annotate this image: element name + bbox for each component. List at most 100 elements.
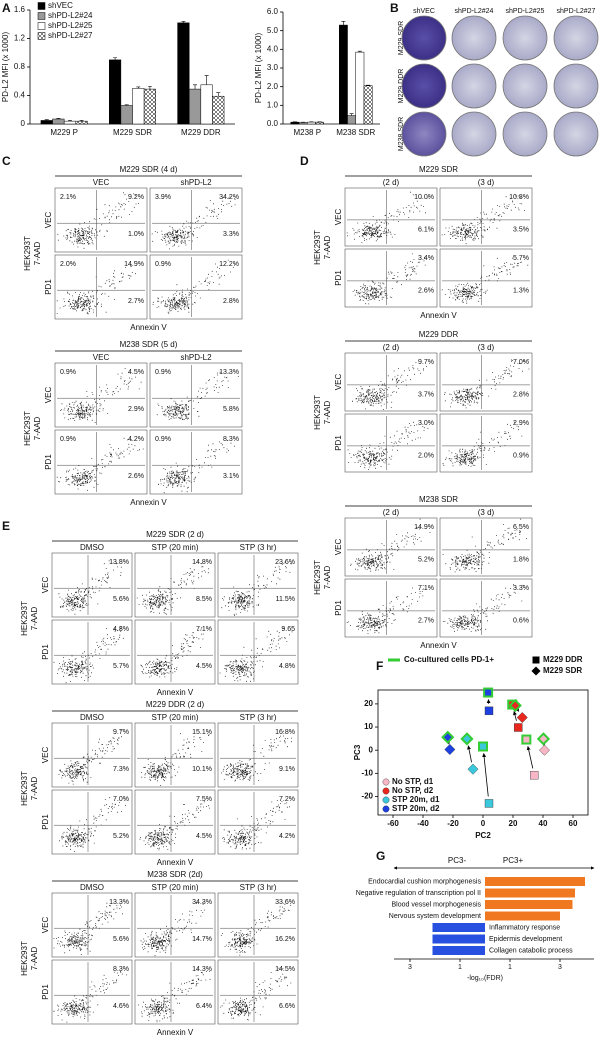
column-header: VEC: [93, 353, 110, 362]
bar: [298, 122, 308, 125]
row-label: VEC: [334, 374, 343, 391]
bar: [200, 84, 213, 125]
percent-label: 2.7%: [128, 298, 144, 305]
percent-label: 7.1%: [418, 585, 434, 592]
flow-events: [158, 440, 235, 494]
legend-dot: [382, 778, 390, 786]
y-tick-label: 1.0: [267, 100, 279, 109]
cell-line-label: HEK293T: [20, 771, 29, 806]
percent-label: 2.6%: [418, 288, 434, 295]
quadrant-gate: [347, 190, 435, 244]
quadrant-gate: [347, 416, 435, 470]
quadrant-gate: [57, 432, 145, 492]
percent-label: 5.8%: [223, 406, 239, 413]
flow-events: [151, 196, 236, 250]
percent-label: 4.5%: [128, 369, 144, 376]
y-tick-label: 0.0: [267, 119, 279, 128]
legend-swatch: [37, 12, 46, 20]
percent-label: 0.9%: [155, 261, 171, 268]
flow-events: [352, 253, 426, 305]
flow-plot: [439, 187, 533, 247]
flow-plot: [134, 722, 216, 788]
column-header: (3 d): [478, 343, 495, 352]
column-header: STP (3 hr): [240, 543, 277, 552]
percent-label: 34.3%: [192, 899, 212, 906]
plate: [502, 15, 548, 61]
error-bar: [193, 84, 198, 90]
legend-label: STP 20m, d2: [392, 804, 440, 813]
column-header: shPD-L2#27: [557, 8, 596, 15]
percent-label: 14.8%: [192, 559, 212, 566]
x-tick-label: 3: [408, 964, 412, 971]
error-bar: [44, 119, 49, 121]
legend-dot: [382, 787, 390, 795]
y-axis-label: 7-AAD: [323, 235, 332, 259]
block-title: M238 SDR (5 d): [120, 340, 178, 349]
panel-letter: C: [2, 154, 11, 168]
percent-label: 3.0%: [418, 420, 434, 427]
quadrant-gate: [220, 725, 296, 785]
error-bar: [366, 84, 371, 86]
point: [478, 741, 488, 752]
legend-swatch: [37, 32, 46, 40]
panel-letter: B: [390, 1, 399, 15]
bar: [485, 911, 560, 921]
category-label: Collagen catabolic process: [489, 947, 573, 954]
bar: [109, 59, 122, 125]
block-title: M238 SDR: [419, 495, 458, 504]
y-tick-label: 10: [364, 722, 373, 731]
plate: [553, 111, 599, 157]
arrow: [467, 745, 472, 763]
flow-plot: [51, 959, 133, 1025]
cell-line-label: HEK293T: [313, 395, 322, 430]
x-axis-label: Annexin V: [420, 311, 457, 320]
block-title: M229 SDR (2 d): [146, 530, 204, 539]
row-label: VEC: [334, 539, 343, 556]
y-axis-label: 7-AAD: [30, 606, 39, 630]
bar: [132, 88, 145, 125]
category-label: Epidermis development: [489, 936, 562, 943]
row-label: VEC: [41, 747, 50, 764]
percent-label: 9.65: [281, 626, 295, 633]
percent-label: 8.5%: [196, 596, 212, 603]
bar: [212, 95, 225, 125]
percent-label: 0.6%: [513, 618, 529, 625]
point: [484, 799, 494, 808]
percent-label: 10.0%: [414, 194, 434, 201]
percent-label: 1.8%: [513, 557, 529, 564]
row-label: PD1: [41, 644, 50, 660]
percent-label: 2.6%: [128, 473, 144, 480]
legend-label: Co-cultured cells PD-1+: [404, 655, 494, 664]
column-header: (2 d): [383, 508, 400, 517]
percent-label: 10.8%: [509, 194, 529, 201]
flow-events: [60, 368, 142, 423]
quadrant-gate: [137, 895, 213, 955]
y-axis-label: 7-AAD: [30, 776, 39, 800]
percent-label: 9.7%: [418, 359, 434, 366]
flow-events: [58, 559, 122, 615]
arrow: [482, 753, 489, 797]
bar: [120, 105, 133, 125]
percent-label: 3.7%: [418, 392, 434, 399]
x-tick-label: M229 SDR: [113, 128, 152, 137]
percent-label: 7.5%: [196, 796, 212, 803]
category-label: Negative regulation of transcription pol…: [356, 890, 481, 897]
flow-events: [53, 902, 123, 955]
flow-events: [156, 371, 239, 421]
percent-label: 10.1%: [192, 766, 212, 773]
percent-label: 11.5%: [276, 596, 295, 603]
legend-label: M229 SDR: [543, 666, 582, 675]
flow-plot: [217, 892, 299, 958]
flow-events: [442, 584, 524, 632]
row-label: VEC: [334, 209, 343, 226]
quadrant-gate: [347, 251, 435, 305]
flow-events: [350, 518, 431, 572]
column-header: shPD-L2: [180, 178, 212, 187]
quadrant-gate: [54, 555, 130, 615]
quadrant-gate: [442, 416, 530, 470]
legend-marker: [532, 656, 540, 664]
percent-label: 6.1%: [418, 227, 434, 234]
plate: [451, 63, 497, 109]
y-tick-label: 4.0: [267, 44, 279, 53]
direction-label: PC3+: [503, 856, 524, 865]
